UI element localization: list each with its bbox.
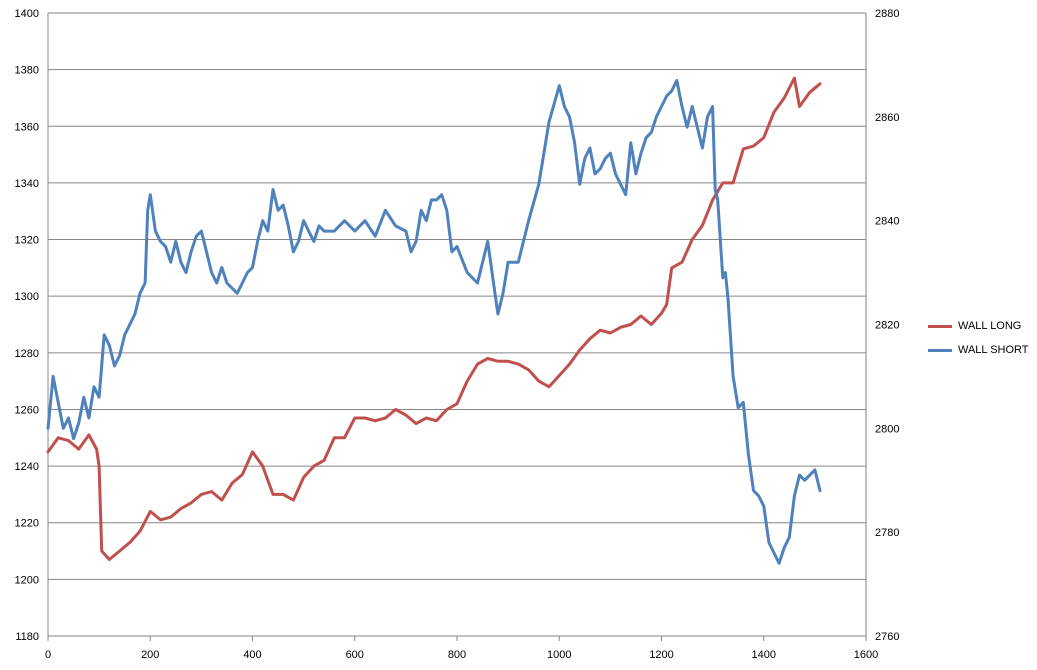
x-tick-label: 1400 xyxy=(752,649,776,661)
x-tick-label: 0 xyxy=(45,649,51,661)
x-tick-label: 200 xyxy=(141,649,159,661)
series-lines xyxy=(46,76,822,565)
y-right-tick-label: 2800 xyxy=(875,423,899,435)
y-left-tick-label: 1400 xyxy=(15,8,39,20)
y-left-tick-label: 1240 xyxy=(15,461,39,473)
y-right-tick-label: 2780 xyxy=(875,527,899,539)
y-left-tick-label: 1360 xyxy=(15,121,39,133)
x-tick-label: 1000 xyxy=(547,649,571,661)
y-left-tick-label: 1340 xyxy=(15,178,39,190)
legend-swatch-wall-short xyxy=(928,348,952,352)
y-left-tick-label: 1260 xyxy=(15,404,39,416)
y-left-tick-label: 1300 xyxy=(15,291,39,303)
legend-label-wall-short: WALL SHORT xyxy=(958,344,1029,356)
y-right-tick-label: 2840 xyxy=(875,216,899,228)
legend-swatch-wall-long xyxy=(928,324,952,328)
x-tick-label: 800 xyxy=(448,649,466,661)
x-tick-labels: 0 200 400 600 800 1000 1200 1400 1600 xyxy=(45,649,878,661)
y-right-tick-label: 2760 xyxy=(875,631,899,643)
y-right-tick-labels: 2760 2780 2800 2820 2840 2860 2880 xyxy=(875,8,899,643)
y-left-tick-label: 1280 xyxy=(15,348,39,360)
y-left-tick-label: 1180 xyxy=(15,631,39,643)
series-line-wall-long xyxy=(46,76,822,561)
x-tick-label: 400 xyxy=(243,649,261,661)
y-right-tick-label: 2860 xyxy=(875,112,899,124)
y-left-tick-label: 1200 xyxy=(15,574,39,586)
series-line-wall-short xyxy=(46,79,822,565)
y-right-tick-label: 2820 xyxy=(875,320,899,332)
x-tick-label: 1600 xyxy=(854,649,878,661)
gridlines xyxy=(48,12,866,580)
legend-label-wall-long: WALL LONG xyxy=(958,320,1022,332)
y-left-tick-label: 1220 xyxy=(15,518,39,530)
legend-item-wall-short: WALL SHORT xyxy=(928,338,1029,362)
x-tick-label: 600 xyxy=(346,649,364,661)
y-left-tick-label: 1380 xyxy=(15,65,39,77)
legend-item-wall-long: WALL LONG xyxy=(928,314,1029,338)
x-tick-label: 1200 xyxy=(649,649,673,661)
y-left-tick-labels: 1180 1200 1220 1240 1260 1280 1300 1320 1340 1360… xyxy=(15,8,39,643)
legend: WALL LONG WALL SHORT xyxy=(928,314,1029,362)
axes xyxy=(47,13,867,641)
y-right-tick-label: 2880 xyxy=(875,8,899,20)
y-left-tick-label: 1320 xyxy=(15,235,39,247)
